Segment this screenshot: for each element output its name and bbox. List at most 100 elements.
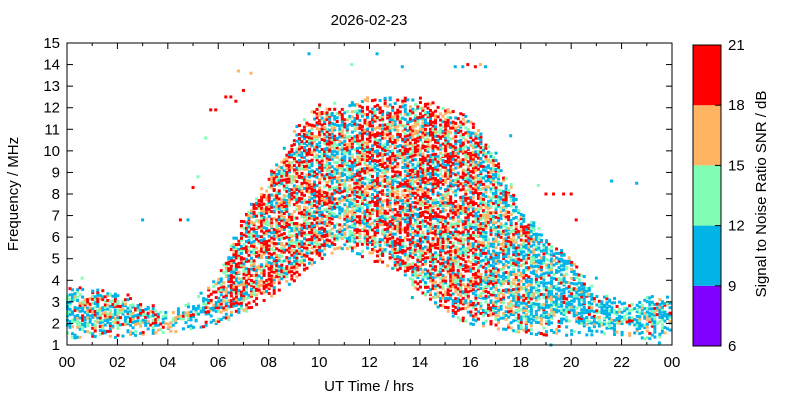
data-point	[93, 319, 97, 323]
data-point	[83, 310, 87, 314]
data-point	[222, 295, 226, 299]
data-point	[441, 142, 445, 146]
data-point	[401, 105, 405, 109]
data-point	[363, 233, 367, 237]
data-point	[466, 175, 470, 179]
data-point	[456, 308, 460, 312]
data-point	[363, 212, 367, 216]
data-point	[426, 229, 430, 233]
data-point	[439, 147, 443, 151]
data-point	[308, 230, 312, 234]
data-point	[456, 304, 460, 308]
data-point	[156, 318, 160, 322]
data-point	[295, 235, 299, 239]
data-point	[451, 150, 455, 154]
data-point	[418, 267, 422, 271]
data-point	[461, 257, 465, 261]
data-point	[416, 189, 420, 193]
data-point	[292, 210, 296, 214]
data-point	[86, 306, 90, 310]
data-point	[247, 245, 251, 249]
data-point	[310, 190, 314, 194]
data-point	[429, 133, 433, 137]
data-point	[302, 263, 306, 267]
data-point	[418, 211, 422, 215]
data-point	[497, 198, 501, 202]
data-point	[408, 242, 412, 246]
data-point	[325, 199, 329, 203]
data-point	[363, 182, 367, 186]
data-point	[406, 204, 410, 208]
data-point	[411, 136, 415, 140]
data-point	[280, 171, 284, 175]
data-point	[474, 152, 478, 156]
data-point	[413, 150, 417, 154]
data-point	[313, 155, 317, 159]
data-point	[494, 237, 498, 241]
data-point	[466, 242, 470, 246]
data-point	[287, 246, 291, 250]
data-point	[187, 302, 191, 306]
data-point	[363, 158, 367, 162]
data-point	[421, 114, 425, 118]
data-point	[416, 217, 420, 221]
data-point	[401, 238, 405, 242]
data-point	[451, 273, 455, 277]
data-point	[429, 291, 433, 295]
data-point	[333, 175, 337, 179]
data-point	[484, 266, 488, 270]
data-point	[381, 136, 385, 140]
data-point	[229, 261, 233, 265]
data-point	[348, 198, 352, 202]
data-point	[338, 132, 342, 136]
data-point	[338, 166, 342, 170]
data-point	[466, 204, 470, 208]
data-point	[431, 205, 435, 209]
data-point	[388, 206, 392, 210]
data-point	[360, 206, 364, 210]
data-point	[199, 291, 203, 295]
data-point	[396, 196, 400, 200]
data-point	[464, 189, 468, 193]
data-point	[305, 218, 309, 222]
data-point	[287, 161, 291, 165]
data-point	[295, 256, 299, 260]
data-point	[464, 225, 468, 229]
data-point	[333, 167, 337, 171]
data-point	[275, 224, 279, 228]
data-point	[406, 201, 410, 205]
data-point	[456, 203, 460, 207]
data-point	[426, 194, 430, 198]
data-point	[338, 171, 342, 175]
data-point	[454, 142, 458, 146]
data-point	[418, 207, 422, 211]
data-point	[88, 306, 92, 310]
data-point	[474, 280, 478, 284]
data-point	[489, 301, 493, 305]
data-point	[227, 256, 231, 260]
data-point	[260, 195, 264, 199]
data-point	[393, 117, 397, 121]
data-point	[318, 233, 322, 237]
data-point	[207, 312, 211, 316]
data-point	[418, 241, 422, 245]
data-point	[398, 119, 402, 123]
data-point	[378, 211, 382, 215]
data-point	[449, 121, 453, 125]
data-point	[300, 177, 304, 181]
data-point	[320, 204, 324, 208]
data-point	[378, 142, 382, 146]
data-point	[431, 185, 435, 189]
data-point	[265, 283, 269, 287]
data-point	[340, 198, 344, 202]
data-point	[260, 193, 264, 197]
data-point	[250, 264, 254, 268]
data-point	[489, 299, 493, 303]
data-point	[282, 169, 286, 173]
data-point	[378, 181, 382, 185]
data-point	[368, 200, 372, 204]
data-point	[333, 107, 337, 111]
data-point	[461, 136, 465, 140]
data-point	[401, 155, 405, 159]
data-point	[426, 143, 430, 147]
